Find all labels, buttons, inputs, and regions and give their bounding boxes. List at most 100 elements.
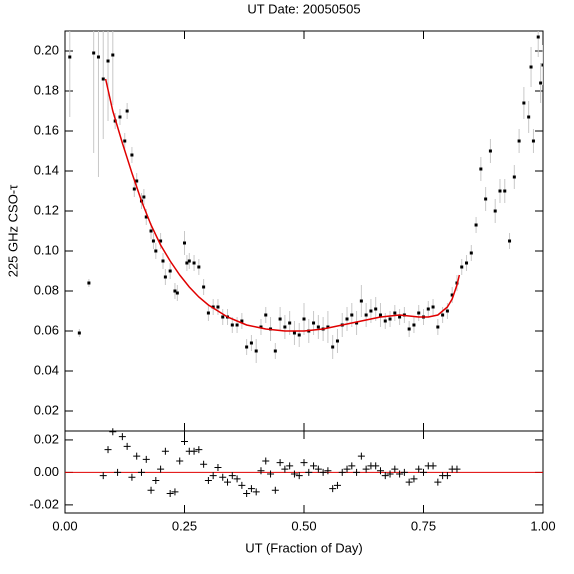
residual-point — [396, 470, 404, 478]
data-point — [159, 239, 163, 243]
residual-point — [257, 467, 265, 475]
residual-point — [348, 462, 356, 470]
data-point — [517, 139, 521, 143]
residual-point — [271, 486, 279, 494]
y-tick-label: 0.08 — [34, 282, 59, 297]
y-tick-label: 0.20 — [34, 42, 59, 57]
residual-point — [415, 465, 423, 473]
y-tick-label: 0.12 — [34, 202, 59, 217]
residual-point — [410, 475, 418, 483]
data-point — [398, 315, 402, 319]
data-point — [240, 319, 244, 323]
data-point — [87, 281, 91, 285]
residual-point — [161, 447, 169, 455]
data-point — [407, 327, 411, 331]
residual-point — [147, 486, 155, 494]
residual-point — [209, 472, 217, 480]
data-point — [111, 53, 115, 57]
residual-point — [152, 477, 160, 485]
data-point — [216, 305, 220, 309]
y-tick-label: 0.02 — [34, 402, 59, 417]
data-point — [503, 189, 507, 193]
y-tick-label: 0.16 — [34, 122, 59, 137]
x-tick-label: 0.25 — [172, 518, 197, 533]
data-point — [355, 321, 359, 325]
data-point — [230, 323, 234, 327]
data-point — [335, 339, 339, 343]
residual-point — [338, 468, 346, 476]
y-tick-label: 0.14 — [34, 162, 59, 177]
data-point — [378, 313, 382, 317]
data-point — [364, 313, 368, 317]
residual-point — [219, 473, 227, 481]
residual-point — [176, 457, 184, 465]
residual-point — [247, 485, 255, 493]
data-point — [185, 261, 189, 265]
data-point — [130, 153, 134, 157]
data-point — [132, 187, 136, 191]
data-point — [493, 209, 497, 213]
data-point — [326, 325, 330, 329]
data-point — [92, 51, 96, 55]
residual-point — [420, 468, 427, 476]
data-point — [441, 313, 445, 317]
residual-point — [243, 490, 251, 498]
data-point — [96, 55, 100, 59]
residual-point — [200, 460, 208, 468]
residual-point — [386, 470, 394, 478]
data-point — [283, 325, 287, 329]
data-point — [450, 293, 454, 297]
data-point — [426, 307, 430, 311]
y-tick-label: 0.02 — [34, 431, 59, 446]
data-point — [479, 167, 483, 171]
y-axis-label: 225 GHz CSO-τ — [5, 184, 20, 277]
data-point — [297, 333, 301, 337]
data-point — [529, 65, 533, 69]
x-tick-label: 0.00 — [52, 518, 77, 533]
data-point — [312, 321, 316, 325]
data-point — [254, 349, 258, 353]
data-point — [436, 325, 440, 329]
data-point — [292, 331, 296, 335]
data-point — [278, 317, 282, 321]
residual-point — [262, 457, 270, 465]
residual-point — [329, 485, 337, 493]
data-point — [144, 215, 148, 219]
data-point — [388, 317, 392, 321]
y-tick-label: 0.18 — [34, 82, 59, 97]
residual-point — [233, 475, 241, 483]
residual-point — [238, 481, 246, 489]
data-point — [106, 59, 110, 63]
data-point — [264, 313, 268, 317]
residual-point — [114, 468, 122, 476]
residual-point — [362, 465, 370, 473]
data-point — [118, 115, 122, 119]
data-point — [235, 323, 239, 327]
residual-point — [290, 470, 298, 478]
data-point — [259, 325, 263, 329]
y-tick-label: 0.10 — [34, 242, 59, 257]
residual-point — [128, 473, 136, 481]
data-point — [469, 251, 473, 255]
data-point — [465, 261, 469, 265]
data-point — [123, 139, 127, 143]
data-point — [498, 189, 502, 193]
residual-point — [333, 481, 341, 489]
data-point — [249, 341, 253, 345]
residual-point — [190, 447, 198, 455]
fit-line — [104, 78, 461, 332]
residual-point — [99, 472, 107, 480]
data-point — [149, 229, 153, 233]
residual-point — [104, 446, 112, 454]
x-axis-label: UT (Fraction of Day) — [245, 540, 363, 555]
residual-point — [300, 459, 308, 467]
data-point — [359, 299, 363, 303]
data-point — [125, 109, 129, 113]
residual-point — [276, 459, 284, 467]
data-point — [173, 289, 177, 293]
data-point — [331, 345, 335, 349]
data-point — [197, 265, 201, 269]
residual-point — [133, 452, 141, 460]
residual-point — [434, 478, 442, 486]
